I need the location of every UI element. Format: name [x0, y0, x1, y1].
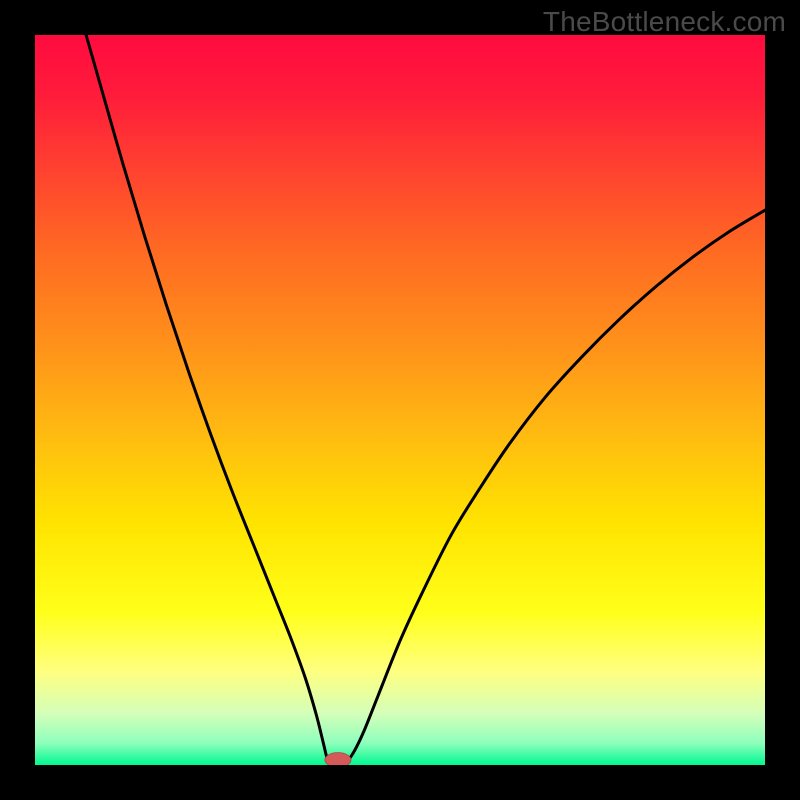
plot-area: [35, 35, 765, 765]
gradient-background: [35, 35, 765, 765]
chart-svg: [35, 35, 765, 765]
minimum-marker: [325, 753, 351, 765]
chart-frame: TheBottleneck.com: [0, 0, 800, 800]
watermark-text: TheBottleneck.com: [543, 6, 786, 38]
